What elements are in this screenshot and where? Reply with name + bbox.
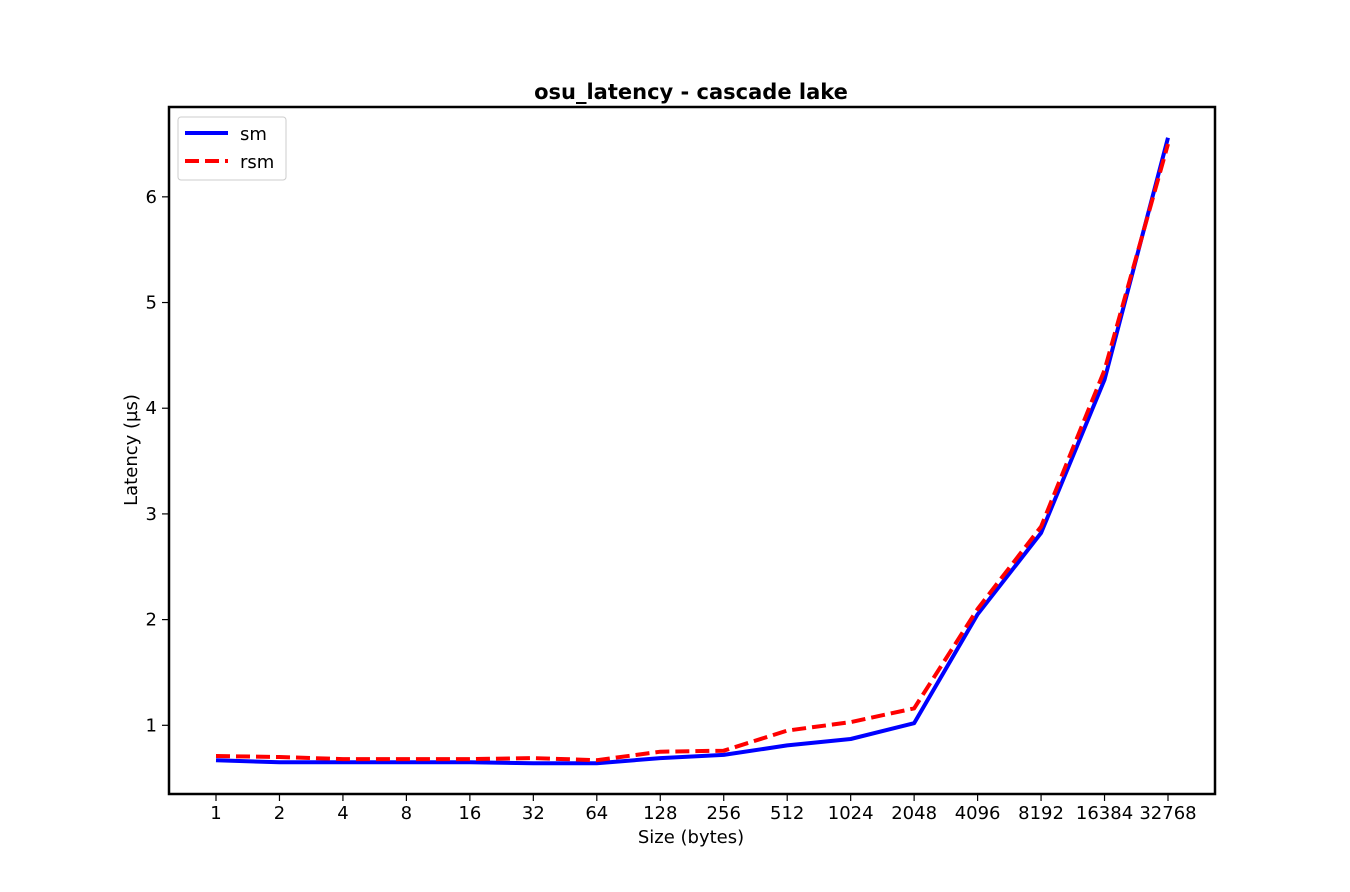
y-tick-label: 5: [146, 293, 157, 314]
legend-label-rsm: rsm: [240, 152, 274, 173]
plot-frame: [167, 105, 1217, 796]
y-tick-label: 1: [146, 715, 157, 736]
x-tick-label: 128: [643, 803, 677, 824]
plot-area: [167, 105, 1217, 796]
x-tick-label: 2: [274, 803, 285, 824]
x-tick-label: 4096: [955, 803, 1001, 824]
x-axis-label: Size (bytes): [638, 827, 744, 848]
x-tick-label: 32768: [1139, 803, 1196, 824]
y-tick-label: 3: [146, 504, 157, 525]
y-tick-label: 6: [146, 187, 157, 208]
x-tick-label: 512: [770, 803, 804, 824]
x-tick-label: 4: [337, 803, 348, 824]
legend: sm rsm: [177, 116, 287, 181]
legend-label-sm: sm: [240, 124, 267, 145]
x-tick-label: 8: [401, 803, 412, 824]
chart-title: osu_latency - cascade lake: [534, 80, 848, 104]
x-tick-label: 16: [458, 803, 481, 824]
x-tick-label: 64: [585, 803, 608, 824]
y-axis-label: Latency (µs): [121, 394, 142, 506]
x-tick-label: 16384: [1076, 803, 1133, 824]
series-layer: [215, 137, 1170, 766]
y-tick-label: 4: [146, 398, 157, 419]
x-tick-label: 1024: [828, 803, 874, 824]
x-tick-label: 32: [522, 803, 545, 824]
y-tick-label: 2: [146, 610, 157, 631]
series-line-sm: [215, 137, 1170, 766]
x-tick-label: 8192: [1018, 803, 1064, 824]
y-axis: 1 2 3 4 5 6: [146, 187, 169, 736]
x-tick-label: 1: [210, 803, 221, 824]
x-tick-label: 2048: [891, 803, 937, 824]
x-tick-label: 256: [707, 803, 741, 824]
x-axis: 1 2 4 8 16 32 64 128 256 512 1024 2048 4096 8192 16384…: [210, 794, 1197, 824]
series-line-rsm: [215, 143, 1170, 763]
